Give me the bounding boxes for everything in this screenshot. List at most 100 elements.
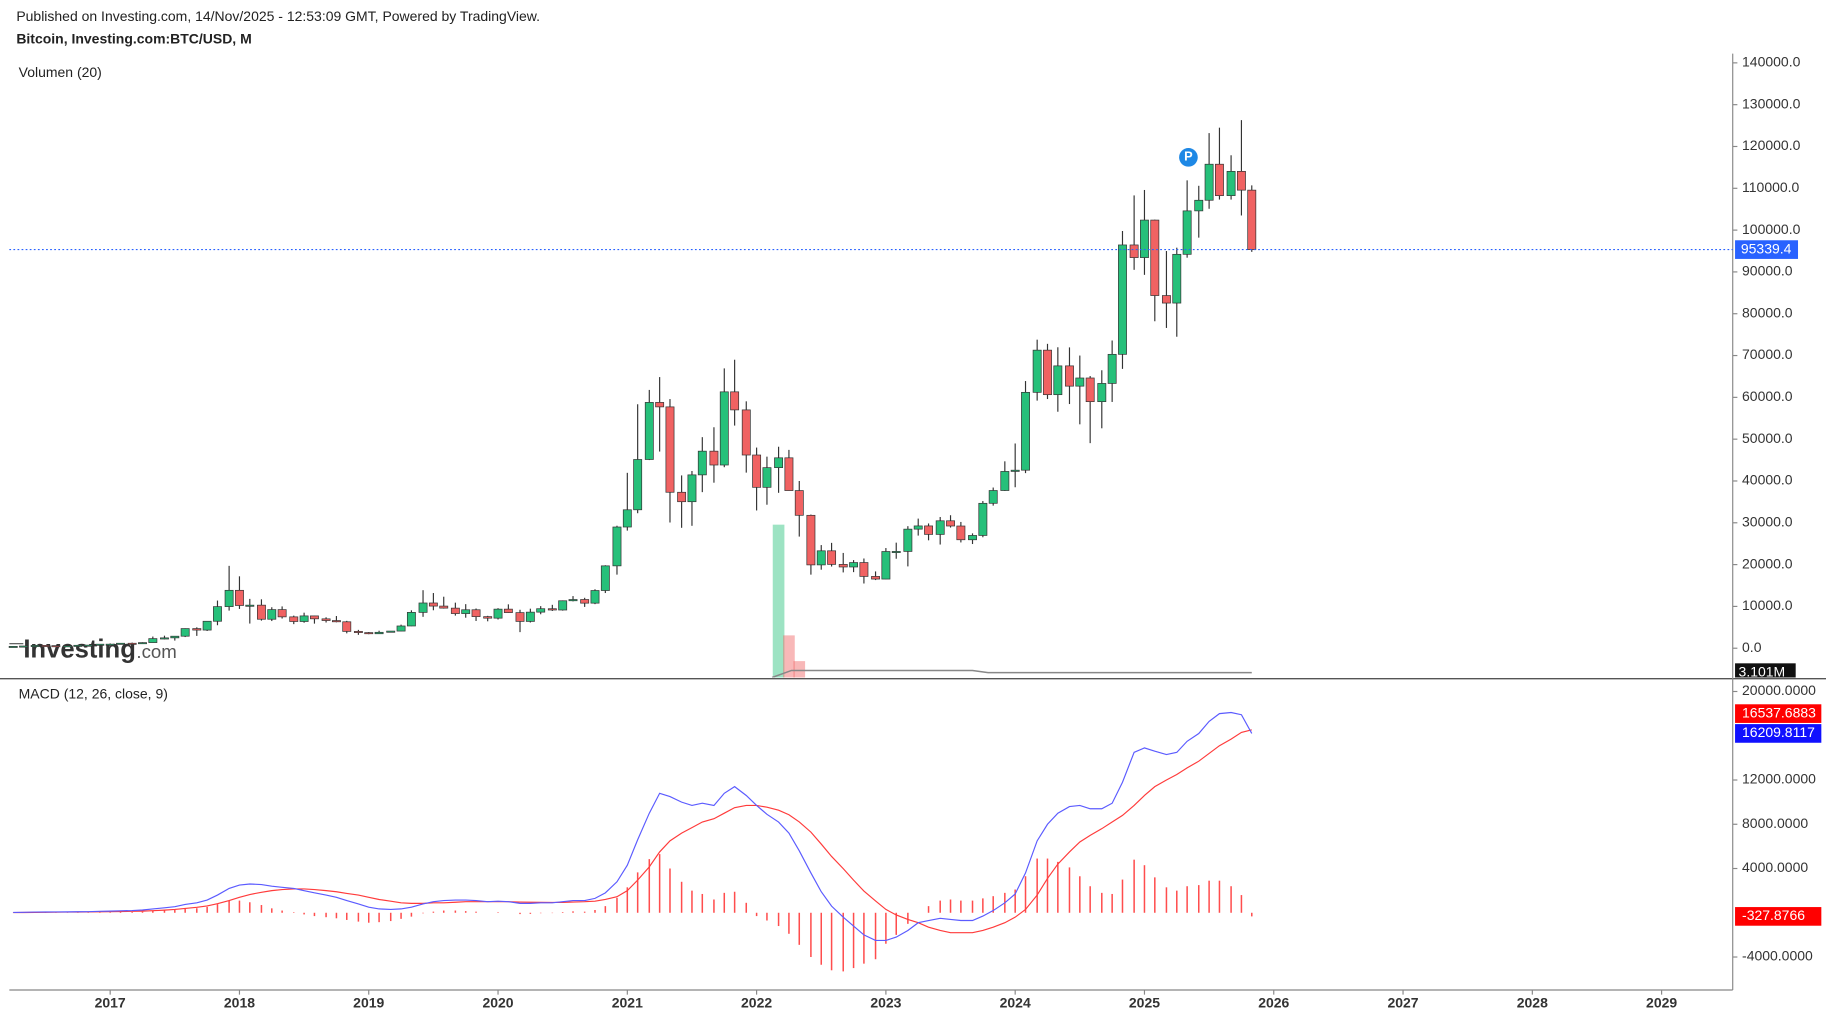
candle-body bbox=[331, 620, 341, 623]
candle-body bbox=[1182, 210, 1192, 255]
logo-main: Investing bbox=[23, 635, 136, 663]
candle-body bbox=[633, 459, 643, 511]
last-price-label: 95339.4 bbox=[1741, 240, 1792, 256]
candle-body bbox=[665, 406, 675, 493]
macd-title: MACD (12, 26, close, 9) bbox=[19, 686, 168, 702]
candle-body bbox=[558, 600, 568, 611]
candle-body bbox=[1000, 471, 1010, 491]
candle-body bbox=[289, 616, 299, 622]
candle-body bbox=[19, 645, 28, 648]
candle-body bbox=[903, 528, 913, 552]
x-tick-label: 2026 bbox=[1258, 995, 1289, 1011]
y-tick-label: 70000.0 bbox=[1742, 346, 1793, 362]
candle-body bbox=[299, 615, 309, 622]
histogram-value-label: -327.8766 bbox=[1742, 907, 1805, 923]
x-tick-label: 2018 bbox=[224, 995, 255, 1011]
candle-body bbox=[612, 526, 622, 567]
volume-bar bbox=[772, 524, 785, 678]
candle-body bbox=[483, 616, 493, 619]
candle-body bbox=[1010, 469, 1020, 472]
candle-body bbox=[1140, 219, 1149, 258]
symbol-title: Bitcoin, Investing.com:BTC/USD, M bbox=[16, 30, 251, 46]
candle-body bbox=[590, 590, 600, 604]
candle-body bbox=[827, 550, 837, 565]
candle-body bbox=[968, 535, 977, 541]
candle-body bbox=[257, 604, 266, 620]
y-tick-label: 110000.0 bbox=[1742, 179, 1800, 195]
candle-body bbox=[891, 551, 901, 553]
macd-line bbox=[13, 711, 1253, 942]
candle-body bbox=[1107, 353, 1117, 384]
y-tick-label: 0.0 bbox=[1742, 639, 1762, 655]
candle-body bbox=[1075, 377, 1085, 387]
volume-bar bbox=[793, 661, 806, 678]
candle-body bbox=[709, 450, 719, 466]
volume-bar bbox=[783, 635, 795, 678]
candle-body bbox=[871, 576, 880, 580]
y-tick-label: 100000.0 bbox=[1742, 221, 1801, 237]
candle-body bbox=[525, 611, 535, 622]
candle-body bbox=[224, 589, 234, 607]
candle-body bbox=[1085, 377, 1095, 403]
annotation-marker bbox=[1179, 148, 1198, 167]
volume-label-box bbox=[1735, 663, 1796, 678]
candle-body bbox=[741, 409, 751, 456]
candle-body bbox=[245, 604, 255, 607]
candle-body bbox=[63, 645, 72, 648]
candle-body bbox=[806, 514, 816, 566]
candle-body bbox=[374, 631, 384, 635]
y-tick-label: 30000.0 bbox=[1742, 513, 1793, 529]
annotation-marker-label: P bbox=[1184, 149, 1193, 164]
candle-body bbox=[493, 608, 503, 619]
candle-body bbox=[396, 625, 406, 632]
candle-body bbox=[784, 457, 794, 491]
logo-suffix: .com bbox=[136, 641, 176, 662]
candle-body bbox=[1065, 365, 1074, 387]
candle-body bbox=[687, 474, 697, 503]
y-tick-label: 20000.0000 bbox=[1742, 682, 1816, 698]
candle-body bbox=[568, 599, 578, 602]
x-tick-label: 2025 bbox=[1129, 995, 1160, 1011]
x-tick-label: 2027 bbox=[1387, 995, 1418, 1011]
candle-body bbox=[924, 525, 933, 535]
x-tick-label: 2024 bbox=[1000, 995, 1031, 1011]
candle-body bbox=[235, 589, 244, 606]
candle-body bbox=[774, 457, 784, 468]
candle-body bbox=[697, 450, 707, 476]
candle-body bbox=[1053, 365, 1063, 396]
candle-body bbox=[644, 402, 654, 460]
y-tick-label: -4000.0000 bbox=[1742, 948, 1813, 964]
candle-body bbox=[1226, 171, 1236, 196]
volume-label: 3.101M bbox=[1739, 663, 1786, 679]
candle-body bbox=[83, 644, 93, 647]
candle-body bbox=[1172, 253, 1182, 304]
candle-body bbox=[1236, 171, 1246, 191]
x-tick-label: 2022 bbox=[741, 995, 772, 1011]
candle-body bbox=[622, 509, 632, 528]
candle-body bbox=[547, 608, 557, 611]
y-tick-label: 10000.0 bbox=[1742, 597, 1793, 613]
candle-body bbox=[1194, 199, 1204, 212]
candle-body bbox=[1043, 349, 1052, 396]
candle-body bbox=[600, 565, 610, 591]
candle-body bbox=[719, 391, 729, 466]
signal-value-box bbox=[1735, 704, 1822, 723]
candle-body bbox=[838, 564, 848, 568]
candle-body bbox=[677, 491, 687, 503]
candle-body bbox=[752, 454, 762, 488]
candle-body bbox=[1247, 189, 1257, 250]
y-tick-label: 120000.0 bbox=[1742, 137, 1801, 153]
candle-body bbox=[978, 502, 988, 536]
logo: Investing .com bbox=[9, 635, 177, 663]
candle-body bbox=[160, 637, 169, 640]
candle-body bbox=[8, 646, 18, 648]
signal-line bbox=[13, 729, 1252, 934]
y-tick-label: 60000.0 bbox=[1742, 388, 1793, 404]
candle-body bbox=[1021, 391, 1030, 471]
candle-body bbox=[30, 645, 40, 647]
candle-body bbox=[956, 525, 966, 541]
candle-body bbox=[406, 612, 416, 627]
candle-body bbox=[1204, 163, 1214, 201]
candle-body bbox=[105, 643, 115, 646]
